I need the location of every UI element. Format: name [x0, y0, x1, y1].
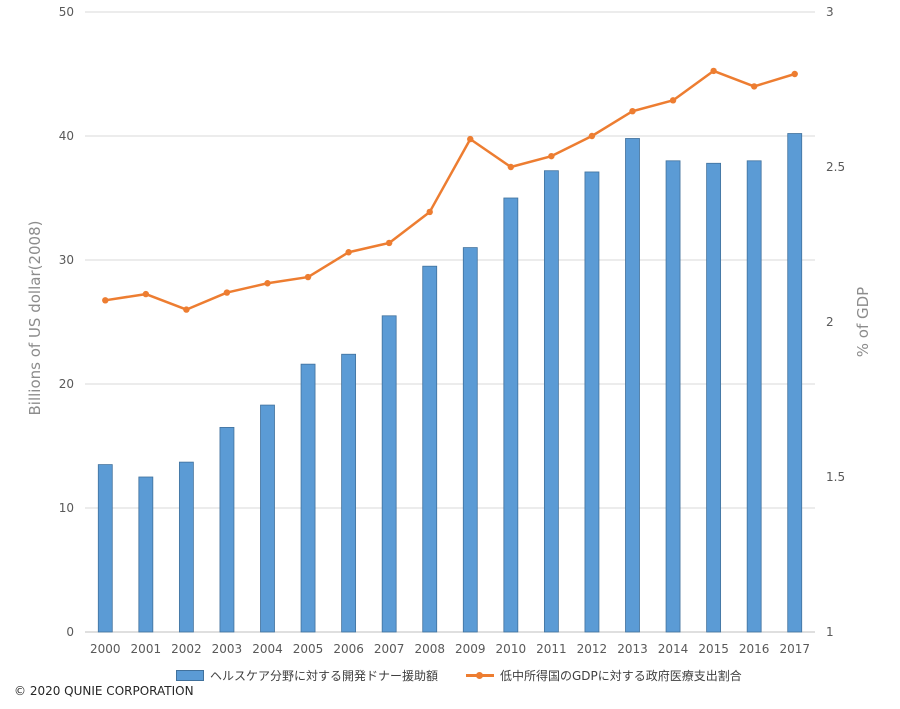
- y2-tick-label: 2: [826, 315, 834, 329]
- y2-tick-label: 1.5: [826, 470, 845, 484]
- x-tick-label: 2010: [496, 642, 527, 656]
- gridlines: [85, 11, 815, 633]
- line-series: [102, 67, 798, 313]
- bar: [138, 476, 154, 633]
- y2-tick-label: 1: [826, 625, 834, 639]
- bar: [625, 138, 640, 633]
- bar: [706, 162, 722, 633]
- line-point: [507, 163, 515, 171]
- legend-line-label: 低中所得国のGDPに対する政府医療支出割合: [500, 669, 742, 683]
- legend: ヘルスケア分野に対する開発ドナー援助額 低中所得国のGDPに対する政府医療支出割…: [0, 667, 900, 687]
- bar: [341, 353, 357, 633]
- bar: [462, 247, 478, 633]
- bar: [381, 315, 397, 633]
- legend-item-line: 低中所得国のGDPに対する政府医療支出割合: [466, 667, 742, 684]
- y-axis-ticks: 0 10 20 30 40 50: [59, 5, 74, 639]
- x-tick-label: 2003: [212, 642, 243, 656]
- line-point: [791, 70, 798, 78]
- bar-series: [97, 133, 803, 633]
- x-tick-label: 2015: [698, 642, 729, 656]
- line-path: [105, 69, 796, 311]
- x-tick-label: 2002: [171, 642, 202, 656]
- bar: [260, 404, 275, 633]
- x-axis-ticks: 2000 2001 2002 2003 2004 2005 2006 2007 2008 2009…: [90, 642, 810, 656]
- bar: [584, 171, 600, 633]
- line-point: [264, 280, 271, 287]
- y-tick-label: 10: [59, 501, 74, 515]
- line-point: [669, 97, 677, 104]
- line-point: [548, 152, 555, 160]
- x-tick-label: 2000: [90, 642, 121, 656]
- y-tick-label: 50: [59, 5, 74, 19]
- legend-line-swatch: [466, 671, 494, 680]
- line-point: [385, 239, 393, 247]
- y-axis-title: Billions of US dollar(2008): [26, 221, 44, 416]
- bar: [746, 160, 762, 633]
- line-point: [102, 297, 109, 304]
- x-tick-label: 2007: [374, 642, 405, 656]
- x-tick-label: 2013: [617, 642, 648, 656]
- y-tick-label: 0: [66, 625, 74, 639]
- bar: [178, 461, 194, 633]
- y-tick-label: 40: [59, 129, 74, 143]
- x-tick-label: 2014: [658, 642, 689, 656]
- line-point: [750, 83, 758, 90]
- bar: [787, 133, 803, 633]
- line-point: [183, 306, 190, 313]
- y2-axis-title: % of GDP: [854, 287, 872, 357]
- y2-axis-ticks: 1 1.5 2 2.5 3: [826, 5, 845, 639]
- x-tick-label: 2009: [455, 642, 486, 656]
- bar: [300, 363, 316, 633]
- x-tick-label: 2005: [293, 642, 324, 656]
- bar: [422, 265, 438, 633]
- y2-tick-label: 2.5: [826, 160, 845, 174]
- bar: [543, 170, 559, 633]
- x-tick-label: 2012: [577, 642, 608, 656]
- x-tick-label: 2001: [131, 642, 162, 656]
- x-tick-label: 2017: [779, 642, 810, 656]
- y2-tick-label: 3: [826, 5, 834, 19]
- bar: [97, 464, 113, 633]
- x-tick-label: 2011: [536, 642, 567, 656]
- x-tick-label: 2006: [333, 642, 364, 656]
- x-tick-label: 2008: [414, 642, 445, 656]
- line-point: [467, 135, 474, 143]
- y-tick-label: 20: [59, 377, 74, 391]
- y-tick-label: 30: [59, 253, 74, 267]
- line-point: [142, 290, 150, 298]
- bar: [503, 197, 519, 633]
- line-point: [588, 132, 596, 140]
- bar: [219, 426, 235, 633]
- legend-bar-swatch: [176, 670, 204, 681]
- x-tick-label: 2016: [739, 642, 770, 656]
- legend-item-bar: ヘルスケア分野に対する開発ドナー援助額: [176, 667, 438, 684]
- line-point: [304, 273, 312, 281]
- line-point: [426, 208, 433, 216]
- copyright-text: © 2020 QUNIE CORPORATION: [14, 684, 194, 698]
- bar: [665, 160, 681, 633]
- line-point: [345, 249, 352, 256]
- line-point: [629, 108, 636, 115]
- legend-bar-label: ヘルスケア分野に対する開発ドナー援助額: [210, 669, 439, 683]
- line-point: [223, 289, 231, 296]
- line-point: [710, 67, 717, 75]
- x-tick-label: 2004: [252, 642, 283, 656]
